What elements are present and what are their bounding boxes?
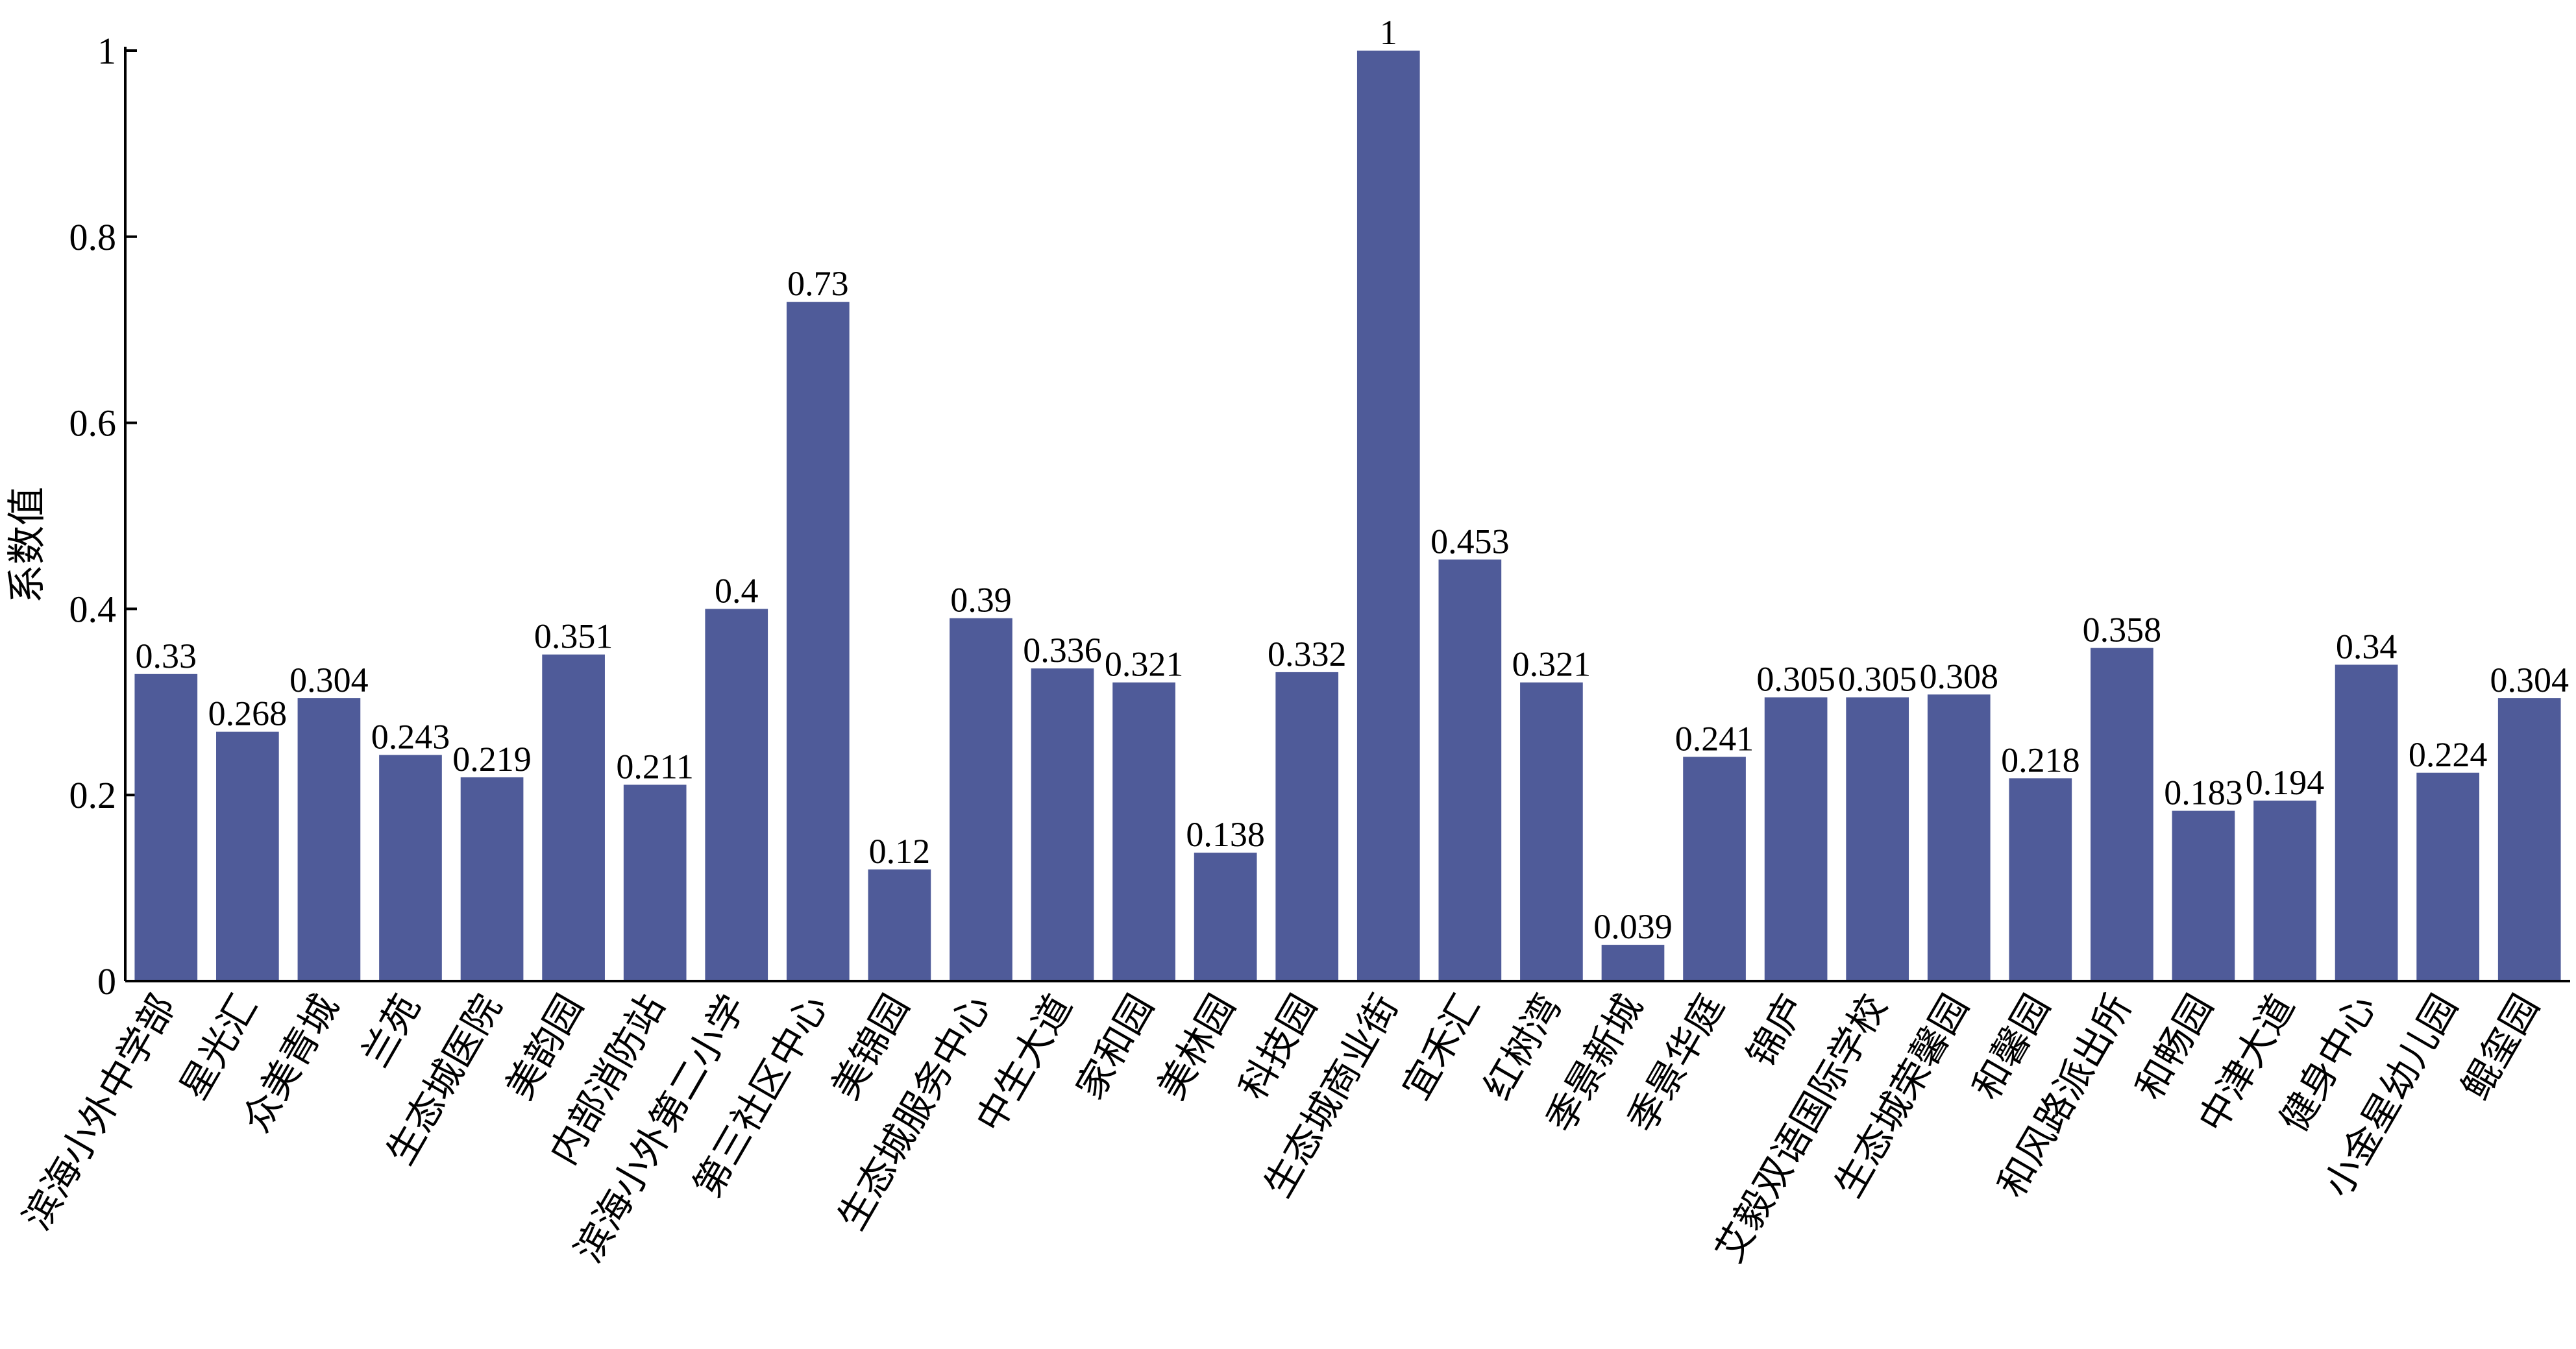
bar — [2335, 664, 2398, 981]
bar-value-label: 0.12 — [869, 832, 931, 871]
data-labels: 0.330.2680.3040.2430.2190.3510.2110.40.7… — [136, 13, 2569, 946]
bar — [379, 755, 442, 981]
bar-value-label: 0.73 — [787, 264, 849, 303]
bar — [460, 777, 524, 981]
bar-value-label: 0.304 — [289, 661, 369, 699]
bar-value-label: 0.183 — [2164, 773, 2243, 812]
x-category-label: 鲲玺园 — [2453, 987, 2547, 1107]
bar-value-label: 0.33 — [136, 637, 197, 675]
bar-value-label: 0.138 — [1186, 815, 1265, 854]
bar — [1112, 682, 1175, 981]
bar-value-label: 0.305 — [1756, 660, 1835, 699]
y-axis-ticks: 0 0.2 0.4 0.6 0.8 1 — [69, 30, 137, 1003]
bar-value-label: 0.268 — [208, 694, 288, 733]
bar — [1194, 853, 1257, 981]
y-axis-title: 系数值 — [5, 487, 50, 603]
y-tick-label: 1 — [97, 30, 116, 72]
bar — [2172, 810, 2235, 981]
y-tick-label: 0.2 — [69, 774, 117, 816]
x-category-label: 锦庐 — [1738, 987, 1814, 1074]
bar — [2253, 800, 2316, 981]
bar — [216, 731, 279, 981]
bar — [950, 618, 1012, 981]
bar-value-label: 0.243 — [371, 718, 450, 757]
bar-value-label: 0.219 — [452, 740, 532, 779]
bar-value-label: 0.332 — [1268, 635, 1347, 674]
bar — [1438, 559, 1502, 981]
bar — [868, 869, 931, 981]
bar — [2009, 778, 2072, 981]
bar-value-label: 0.039 — [1593, 907, 1673, 946]
bar — [623, 784, 687, 981]
bar-value-label: 0.321 — [1105, 645, 1184, 684]
bar — [134, 674, 198, 981]
bar — [2416, 772, 2479, 981]
bar-value-label: 0.211 — [616, 747, 694, 786]
bar — [1683, 757, 1746, 981]
x-category-label: 兰苑 — [353, 987, 429, 1074]
bar-value-label: 0.351 — [534, 617, 613, 656]
bar-value-label: 0.305 — [1838, 660, 1917, 699]
bar-value-label: 0.308 — [1920, 657, 1999, 696]
bar — [297, 698, 361, 981]
y-tick-label: 0.8 — [69, 216, 117, 258]
bar-value-label: 1 — [1380, 13, 1397, 52]
x-category-label: 滨海小外中学部 — [14, 987, 184, 1237]
bar — [786, 302, 850, 982]
bar-value-label: 0.34 — [2336, 627, 2398, 666]
x-category-label: 宜禾汇 — [1393, 987, 1488, 1107]
bar-value-label: 0.321 — [1512, 645, 1591, 684]
bar — [1927, 694, 1991, 981]
y-tick-label: 0.4 — [69, 588, 117, 630]
bar-value-label: 0.453 — [1430, 522, 1510, 561]
bar — [1764, 697, 1828, 981]
bar-value-label: 0.194 — [2246, 763, 2325, 802]
bar-value-label: 0.336 — [1023, 631, 1102, 670]
bar — [705, 609, 768, 981]
bar — [1520, 682, 1583, 981]
bar — [2497, 698, 2561, 981]
bar-value-label: 0.224 — [2409, 735, 2488, 774]
bars — [134, 51, 2561, 982]
bar — [2091, 648, 2153, 981]
bar-value-label: 0.4 — [715, 571, 759, 610]
x-category-label: 家和园 — [1068, 987, 1162, 1107]
bar-value-label: 0.218 — [2001, 740, 2080, 779]
y-tick-label: 0 — [97, 960, 116, 1003]
bar — [1356, 51, 1420, 981]
bar-value-label: 0.241 — [1675, 719, 1754, 758]
bar — [1601, 945, 1665, 981]
x-category-label: 美林园 — [1149, 987, 1244, 1107]
bar — [1846, 697, 1909, 981]
bar — [1031, 668, 1094, 981]
bar-value-label: 0.358 — [2083, 611, 2162, 650]
bar-value-label: 0.304 — [2490, 661, 2569, 699]
y-tick-label: 0.6 — [69, 402, 117, 444]
bar — [542, 654, 605, 981]
bar-value-label: 0.39 — [950, 581, 1012, 620]
bar — [1275, 672, 1339, 981]
